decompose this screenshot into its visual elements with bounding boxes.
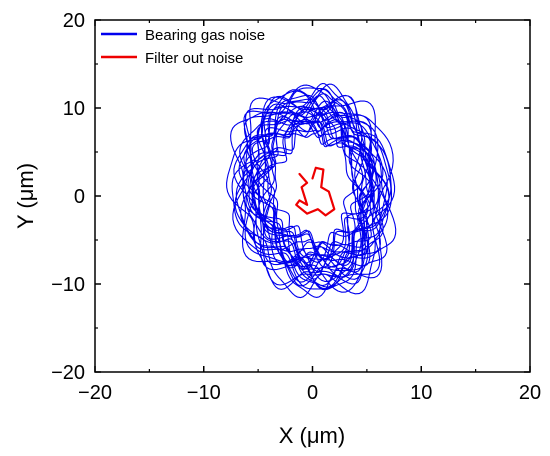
legend-label-bearing-gas-noise: Bearing gas noise	[145, 27, 265, 44]
x-axis-title: X (μm)	[279, 423, 345, 448]
y-tick-label: 20	[63, 10, 85, 32]
y-tick-label: −20	[51, 362, 85, 384]
x-tick-label: 0	[307, 382, 318, 404]
legend-label-filter-out-noise: Filter out noise	[145, 50, 243, 67]
x-tick-label: 20	[519, 382, 541, 404]
legend: Bearing gas noise Filter out noise	[101, 27, 265, 67]
x-tick-label: 10	[410, 382, 432, 404]
series-bearing-gas-noise	[226, 82, 397, 299]
tick-layer: −20 −10 0 10 20 −20 −10 0 10 20	[51, 10, 541, 404]
x-tick-label: −10	[187, 382, 221, 404]
plot-frame	[94, 19, 531, 373]
y-tick-label: −10	[51, 274, 85, 296]
y-tick-label: 0	[74, 186, 85, 208]
data-layer	[226, 82, 397, 299]
series-filter-out-noise	[295, 166, 336, 217]
x-tick-label: −20	[78, 382, 112, 404]
y-axis-title: Y (μm)	[13, 163, 38, 229]
y-tick-label: 10	[63, 98, 85, 120]
